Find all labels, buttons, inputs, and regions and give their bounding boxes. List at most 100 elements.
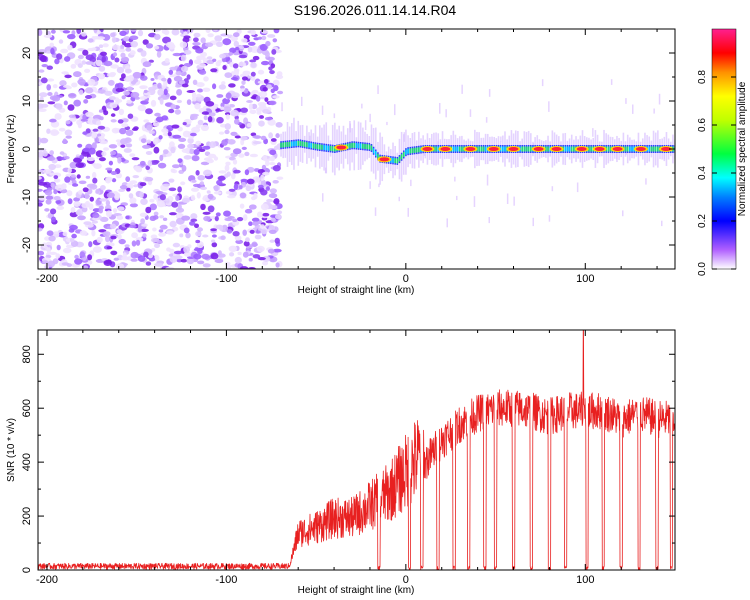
noise-blob xyxy=(229,156,236,161)
noise-blob xyxy=(224,164,230,172)
noise-blob xyxy=(94,137,99,144)
noise-blob xyxy=(240,107,248,113)
ridge-mid xyxy=(626,146,629,152)
noise-blob xyxy=(112,52,118,57)
noise-blob xyxy=(92,128,99,132)
noise-blob xyxy=(219,225,224,232)
faint-streak xyxy=(378,183,380,188)
noise-blob xyxy=(275,122,283,128)
noise-blob xyxy=(113,257,120,261)
noise-blob xyxy=(149,203,157,211)
noise-blob xyxy=(172,164,180,169)
noise-blob xyxy=(214,35,223,42)
ridge-mid xyxy=(523,146,526,152)
x-tick-label: 0 xyxy=(403,273,409,285)
noise-blob xyxy=(93,29,98,33)
noise-blob xyxy=(185,232,191,239)
noise-blob xyxy=(272,248,282,253)
noise-blob xyxy=(240,85,245,90)
noise-blob xyxy=(144,176,154,182)
noise-blob xyxy=(167,131,172,137)
noise-blob xyxy=(139,160,146,166)
noise-blob xyxy=(145,206,152,214)
noise-blob xyxy=(70,174,76,178)
noise-blob xyxy=(143,119,150,123)
faint-streak xyxy=(548,215,551,222)
noise-blob xyxy=(257,257,266,261)
faint-streak xyxy=(653,108,655,114)
noise-blob xyxy=(275,133,280,139)
ridge-mid xyxy=(657,146,659,152)
noise-blob xyxy=(228,104,235,108)
noise-blob xyxy=(145,108,153,115)
noise-blob xyxy=(51,216,56,223)
noise-blob xyxy=(85,87,94,94)
noise-blob xyxy=(228,51,234,56)
noise-blob xyxy=(161,128,169,133)
noise-blob xyxy=(200,37,206,44)
noise-blob xyxy=(154,45,160,50)
noise-blob xyxy=(220,102,225,108)
ridge-mid xyxy=(413,147,416,153)
ridge-mid xyxy=(321,144,323,150)
noise-blob xyxy=(230,92,240,99)
noise-blob xyxy=(92,212,100,219)
noise-blob xyxy=(228,188,236,192)
noise-blob xyxy=(51,96,61,102)
noise-blob xyxy=(110,250,118,256)
noise-blob xyxy=(235,239,244,244)
noise-blob xyxy=(84,68,91,73)
noise-blob xyxy=(122,118,129,123)
noise-blob xyxy=(86,183,96,188)
noise-blob xyxy=(260,228,268,235)
ridge-mid xyxy=(631,146,633,152)
noise-blob xyxy=(62,85,71,88)
noise-blob xyxy=(211,239,216,243)
ridge-peak xyxy=(336,145,347,150)
noise-blob xyxy=(109,102,118,109)
noise-blob xyxy=(180,258,188,263)
ridge-mid xyxy=(291,141,293,147)
noise-blob xyxy=(201,253,210,260)
noise-blob xyxy=(46,247,51,254)
noise-blob xyxy=(139,191,144,198)
noise-blob xyxy=(270,138,277,142)
faint-streak xyxy=(454,176,456,182)
noise-blob xyxy=(148,59,154,63)
noise-blob xyxy=(242,214,248,221)
noise-blob xyxy=(272,165,281,172)
ridge-mid xyxy=(377,153,379,159)
noise-blob xyxy=(216,179,223,186)
ridge-mid xyxy=(359,143,362,149)
noise-blob xyxy=(203,76,209,82)
noise-blob xyxy=(50,182,55,188)
noise-blob xyxy=(159,215,165,219)
noise-blob xyxy=(130,91,140,98)
ridge-peak xyxy=(488,147,499,151)
noise-blob xyxy=(97,125,106,130)
snr-frame xyxy=(37,329,676,571)
noise-blob xyxy=(55,200,62,204)
ridge-peak xyxy=(612,147,623,151)
noise-blob xyxy=(110,119,117,123)
noise-blob xyxy=(265,160,270,167)
noise-blob xyxy=(111,44,121,51)
noise-blob xyxy=(234,69,239,76)
ridge-peak xyxy=(594,147,605,151)
ridge-mid xyxy=(368,144,371,150)
noise-blob xyxy=(115,87,125,93)
noise-blob xyxy=(181,83,189,88)
noise-blob xyxy=(223,147,231,151)
noise-blob xyxy=(181,148,190,153)
noise-blob xyxy=(195,231,202,237)
noise-blob xyxy=(117,206,125,211)
noise-blob xyxy=(96,133,102,137)
noise-blob xyxy=(218,170,227,174)
noise-blob xyxy=(98,65,106,72)
noise-blob xyxy=(116,229,123,234)
noise-blob xyxy=(110,64,119,69)
ridge-mid xyxy=(366,144,368,150)
noise-blob xyxy=(238,45,245,50)
noise-blob xyxy=(257,80,266,84)
